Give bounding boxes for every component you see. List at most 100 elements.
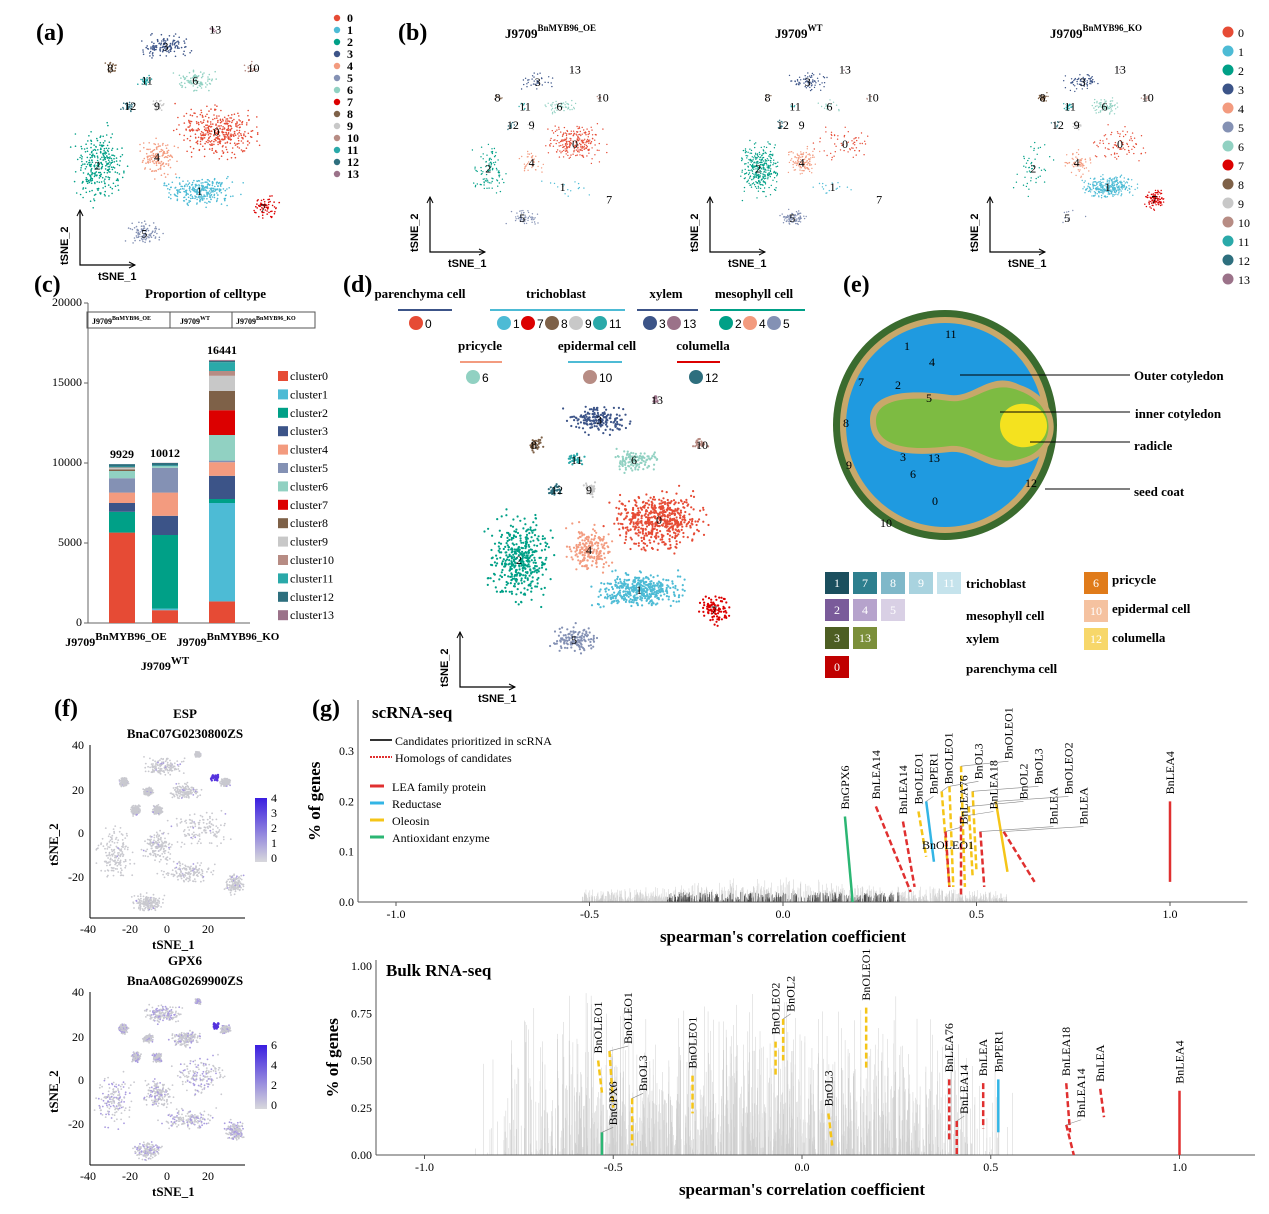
cell-point-cluster-4 (788, 151, 790, 154)
cell-point-cluster-1 (187, 196, 190, 199)
cell-point-cluster-0 (562, 139, 564, 141)
cell-point-cluster-0 (1108, 142, 1110, 145)
cluster-label-7: 7 (1151, 193, 1157, 207)
cell-point-cluster-2 (741, 169, 743, 171)
cell-point-cluster-3 (539, 72, 541, 74)
cell-point-cluster-0 (1130, 138, 1132, 140)
cell-point-cluster-2 (762, 160, 764, 162)
cell-point-cluster-0 (578, 126, 580, 128)
cell-point-cluster-1 (202, 185, 204, 187)
cell-point-cluster-0 (1105, 156, 1107, 158)
cell-point-cluster-0 (688, 513, 691, 516)
cell-point-cluster-0 (679, 511, 683, 514)
cell-point-cluster-5 (135, 235, 138, 237)
cell-point-cluster-0 (207, 141, 209, 144)
cell-point-cluster-0 (596, 123, 599, 125)
cell-point-cluster-0 (661, 535, 664, 538)
cell-point-cluster-8 (114, 70, 116, 72)
cell-point-cluster-6 (550, 104, 552, 106)
cell-point-cluster-7 (1144, 203, 1146, 205)
cell-point-cluster-0 (233, 118, 235, 121)
cell-point-cluster-4 (148, 142, 150, 144)
cell-point-cluster-0 (229, 117, 231, 119)
cell-point-cluster-0 (1094, 155, 1097, 157)
cell-point-cluster-0 (196, 116, 198, 118)
cell-point-cluster-0 (566, 129, 568, 132)
cell-point-cluster-0 (199, 143, 202, 145)
cell-point-cluster-6 (1110, 110, 1112, 113)
cell-point-cluster-0 (236, 121, 238, 123)
cell-point-cluster-0 (564, 148, 566, 150)
cluster-label-3: 3 (1080, 75, 1086, 89)
cell-point-cluster-0 (198, 149, 201, 152)
cell-point-cluster-1 (227, 175, 229, 178)
celltype-dot-5 (767, 316, 781, 330)
cell-point-cluster-3 (150, 34, 152, 36)
cell-point-cluster-1 (631, 582, 634, 586)
cell-point-cluster-1 (1104, 195, 1106, 197)
cell-point-cluster-1 (1098, 190, 1100, 193)
cell-point-cluster-2 (88, 135, 90, 137)
cell-point-cluster-0 (172, 129, 175, 132)
cell-point-cluster-8 (1047, 95, 1049, 98)
cell-point-cluster-0 (854, 149, 856, 152)
cell-point-cluster-0 (1140, 135, 1143, 137)
cell-point-cluster-2 (96, 188, 99, 190)
cell-point-cluster-7 (266, 210, 268, 212)
cell-point-cluster-0 (587, 139, 589, 141)
cell-point-cluster-0 (250, 130, 253, 132)
cell-point-cluster-0 (1099, 139, 1102, 142)
cell-point-cluster-2 (743, 177, 746, 180)
cell-point-cluster-1 (212, 191, 214, 193)
cell-point-cluster-2 (86, 163, 89, 166)
cell-point-cluster-3 (155, 45, 158, 47)
cell-point-cluster-4 (801, 172, 803, 175)
cell-point-cluster-1 (649, 580, 652, 583)
cell-point-cluster-0 (214, 117, 216, 120)
bar-segment-cluster0 (152, 610, 178, 623)
cell-point-cluster-4 (523, 168, 526, 170)
cell-point-cluster-0 (839, 149, 842, 151)
cell-point-cluster-3 (788, 74, 791, 77)
cell-point-cluster-2 (482, 158, 484, 160)
cell-point-cluster-3 (1090, 80, 1092, 82)
cell-point-cluster-2 (480, 170, 482, 172)
cell-point-cluster-2 (498, 170, 500, 172)
cell-point-cluster-1 (632, 579, 635, 582)
cell-point-cluster-0 (579, 130, 581, 133)
cell-point-cluster-2 (112, 166, 115, 168)
cell-point-cluster-2 (96, 167, 98, 170)
cell-point-cluster-2 (99, 135, 102, 137)
cell-point-cluster-0 (565, 143, 567, 145)
cell-point-cluster-2 (767, 169, 769, 171)
cell-point-cluster-2 (747, 169, 750, 171)
cell-point-cluster-2 (80, 169, 82, 171)
cell-point-cluster-1 (1120, 190, 1122, 192)
cell-point-cluster-4 (1078, 170, 1081, 172)
cell-point-cluster-2 (74, 133, 77, 135)
cell-point-cluster-3 (189, 51, 191, 54)
cell-point-cluster-6 (200, 83, 203, 86)
bar-segment-cluster8 (209, 391, 235, 411)
cell-point-cluster-2 (749, 169, 751, 172)
cell-point-cluster-5 (156, 232, 158, 235)
cell-point-cluster-0 (640, 508, 644, 511)
cell-point-cluster-4 (170, 155, 173, 158)
cell-point-cluster-2 (764, 175, 766, 177)
cell-point-cluster-8 (1045, 95, 1047, 98)
cell-point-cluster-1 (1106, 196, 1109, 198)
cell-point-cluster-4 (143, 146, 145, 149)
cell-point-cluster-2 (84, 163, 86, 165)
cell-point-cluster-0 (830, 133, 832, 136)
cell-point-cluster-0 (561, 150, 563, 153)
legend-swatch-12 (333, 158, 341, 166)
cell-point-cluster-0 (547, 152, 550, 154)
cell-point-cluster-2 (90, 169, 92, 171)
cell-point-cluster-0 (633, 542, 636, 545)
cell-point-cluster-1 (614, 581, 618, 584)
cell-point-cluster-3 (815, 82, 817, 84)
cell-point-cluster-2 (105, 165, 107, 167)
cell-point-cluster-0 (208, 140, 210, 142)
cell-point-cluster-2 (769, 156, 771, 158)
cell-point-cluster-1 (185, 191, 188, 193)
